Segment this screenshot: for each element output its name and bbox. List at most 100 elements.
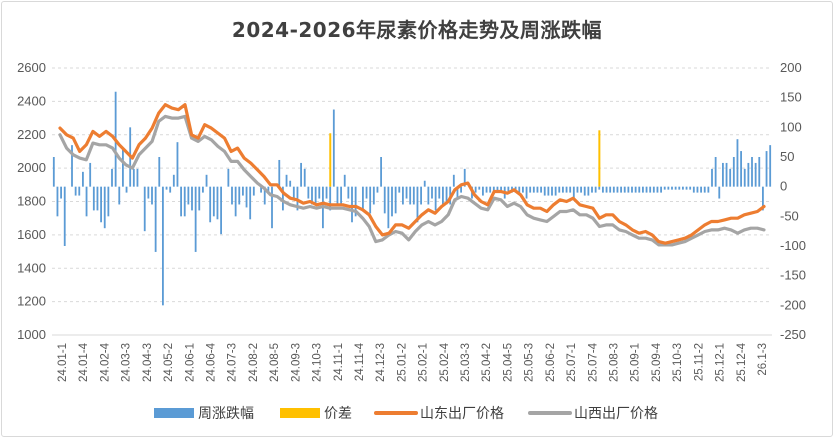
left-tick-label: 1200 (17, 294, 46, 309)
weekly-change-bar (605, 186, 608, 193)
weekly-change-bar (645, 186, 648, 193)
weekly-change-bar (318, 186, 321, 199)
weekly-change-bar (282, 186, 284, 211)
x-tick-label: 24.01-1 (57, 343, 69, 382)
weekly-change-bar (703, 186, 706, 193)
right-tick-label: 150 (780, 90, 802, 105)
weekly-change-bar (638, 186, 641, 193)
weekly-change-bar (52, 157, 55, 187)
weekly-change-bar (431, 186, 433, 199)
weekly-change-bar (442, 186, 444, 205)
left-tick-label: 2400 (17, 93, 46, 108)
x-axis: 24.01-1 24.01-4 24.02-4 24.03-3 24.04-3 24.05… (57, 342, 769, 382)
weekly-change-bar (591, 186, 593, 193)
weekly-change-bar (289, 180, 292, 187)
weekly-change-bar (216, 186, 219, 220)
weekly-change-bar (212, 186, 215, 217)
weekly-change-bar (620, 186, 622, 193)
weekly-change-bar (394, 186, 397, 214)
x-tick-label: 24.05-2 (163, 343, 175, 382)
weekly-change-bar (362, 186, 364, 211)
x-tick-label: 24.08-5 (269, 343, 281, 382)
weekly-change-bar (169, 186, 172, 193)
weekly-change-bar (522, 186, 524, 193)
weekly-change-bar (336, 186, 339, 205)
x-tick-label: 24.07-3 (227, 343, 239, 382)
weekly-change-bar (56, 186, 59, 217)
x-tick-label: 24.12-3 (375, 343, 387, 382)
weekly-change-bar (554, 186, 557, 196)
x-tick-label: 25.05-3 (524, 343, 536, 382)
weekly-change-bar (198, 186, 201, 211)
weekly-change-bar (278, 159, 281, 187)
weekly-change-bar (125, 186, 128, 193)
weekly-change-bar (456, 186, 459, 199)
weekly-change-bar (623, 186, 626, 193)
weekly-change-bar (205, 174, 208, 187)
weekly-change-bar (176, 142, 179, 187)
weekly-change-bar (536, 186, 539, 193)
weekly-change-bar (60, 186, 62, 199)
x-tick-label: 24.04-3 (142, 343, 154, 382)
weekly-change-bar (74, 186, 77, 196)
x-tick-label: 25.12-4 (736, 342, 748, 382)
spread-bar (598, 130, 601, 187)
weekly-change-bar (202, 186, 204, 193)
weekly-change-bar (132, 168, 135, 187)
weekly-change-bar (543, 186, 546, 196)
weekly-change-bar (485, 186, 488, 193)
x-tick-label: 24.09-3 (290, 343, 302, 382)
weekly-change-bar (576, 186, 579, 193)
weekly-change-bar (147, 186, 150, 199)
weekly-change-bar (380, 157, 382, 187)
weekly-change-bar (642, 186, 644, 193)
weekly-change-bar (311, 186, 313, 205)
weekly-change-bar (489, 186, 492, 193)
shanxi-price-line (58, 114, 766, 247)
weekly-change-bar (398, 186, 401, 193)
weekly-change-bar (71, 145, 73, 187)
weekly-change-bar (682, 186, 684, 190)
weekly-change-bar (82, 171, 84, 187)
weekly-change-bar (369, 186, 372, 214)
legend-label: 价差 (324, 406, 352, 422)
right-tick-label: 100 (780, 119, 802, 134)
weekly-change-bar (158, 157, 161, 187)
weekly-change-bar (111, 168, 113, 187)
weekly-change-bar (234, 186, 237, 217)
x-tick-label: 25.03-3 (460, 343, 472, 382)
weekly-change-bar (754, 162, 757, 187)
x-tick-label: 24.06-1 (184, 343, 196, 382)
weekly-change-bar (209, 186, 212, 223)
left-tick-label: 1400 (17, 260, 46, 275)
weekly-change-bar (325, 186, 328, 199)
weekly-change-bar (191, 186, 193, 211)
weekly-change-bar (685, 186, 688, 190)
weekly-change-bar (532, 186, 535, 193)
weekly-change-bar (183, 186, 186, 217)
right-tick-label: 0 (780, 179, 787, 194)
weekly-change-bar (740, 151, 742, 187)
weekly-change-bar (136, 168, 139, 187)
weekly-change-bar (238, 186, 241, 205)
weekly-change-bar (667, 186, 670, 190)
weekly-change-bar (416, 186, 419, 223)
x-tick-label: 25.10-3 (672, 343, 684, 382)
weekly-change-bar (700, 186, 702, 193)
weekly-change-bar (551, 186, 553, 196)
right-tick-label: -50 (780, 208, 799, 223)
weekly-change-bar (500, 186, 502, 193)
weekly-change-bar (572, 186, 575, 199)
x-tick-label: 24.01-4 (78, 342, 90, 382)
weekly-change-bar (412, 186, 415, 205)
weekly-change-bar (329, 186, 332, 211)
weekly-change-bar (594, 186, 597, 193)
weekly-change-bar (711, 168, 713, 187)
weekly-change-bar (89, 162, 92, 187)
weekly-change-bar (292, 186, 295, 199)
weekly-change-bar (118, 186, 121, 205)
weekly-change-bar (220, 186, 222, 235)
x-tick-label: 24.08-2 (248, 343, 260, 382)
weekly-change-bar (351, 186, 353, 223)
